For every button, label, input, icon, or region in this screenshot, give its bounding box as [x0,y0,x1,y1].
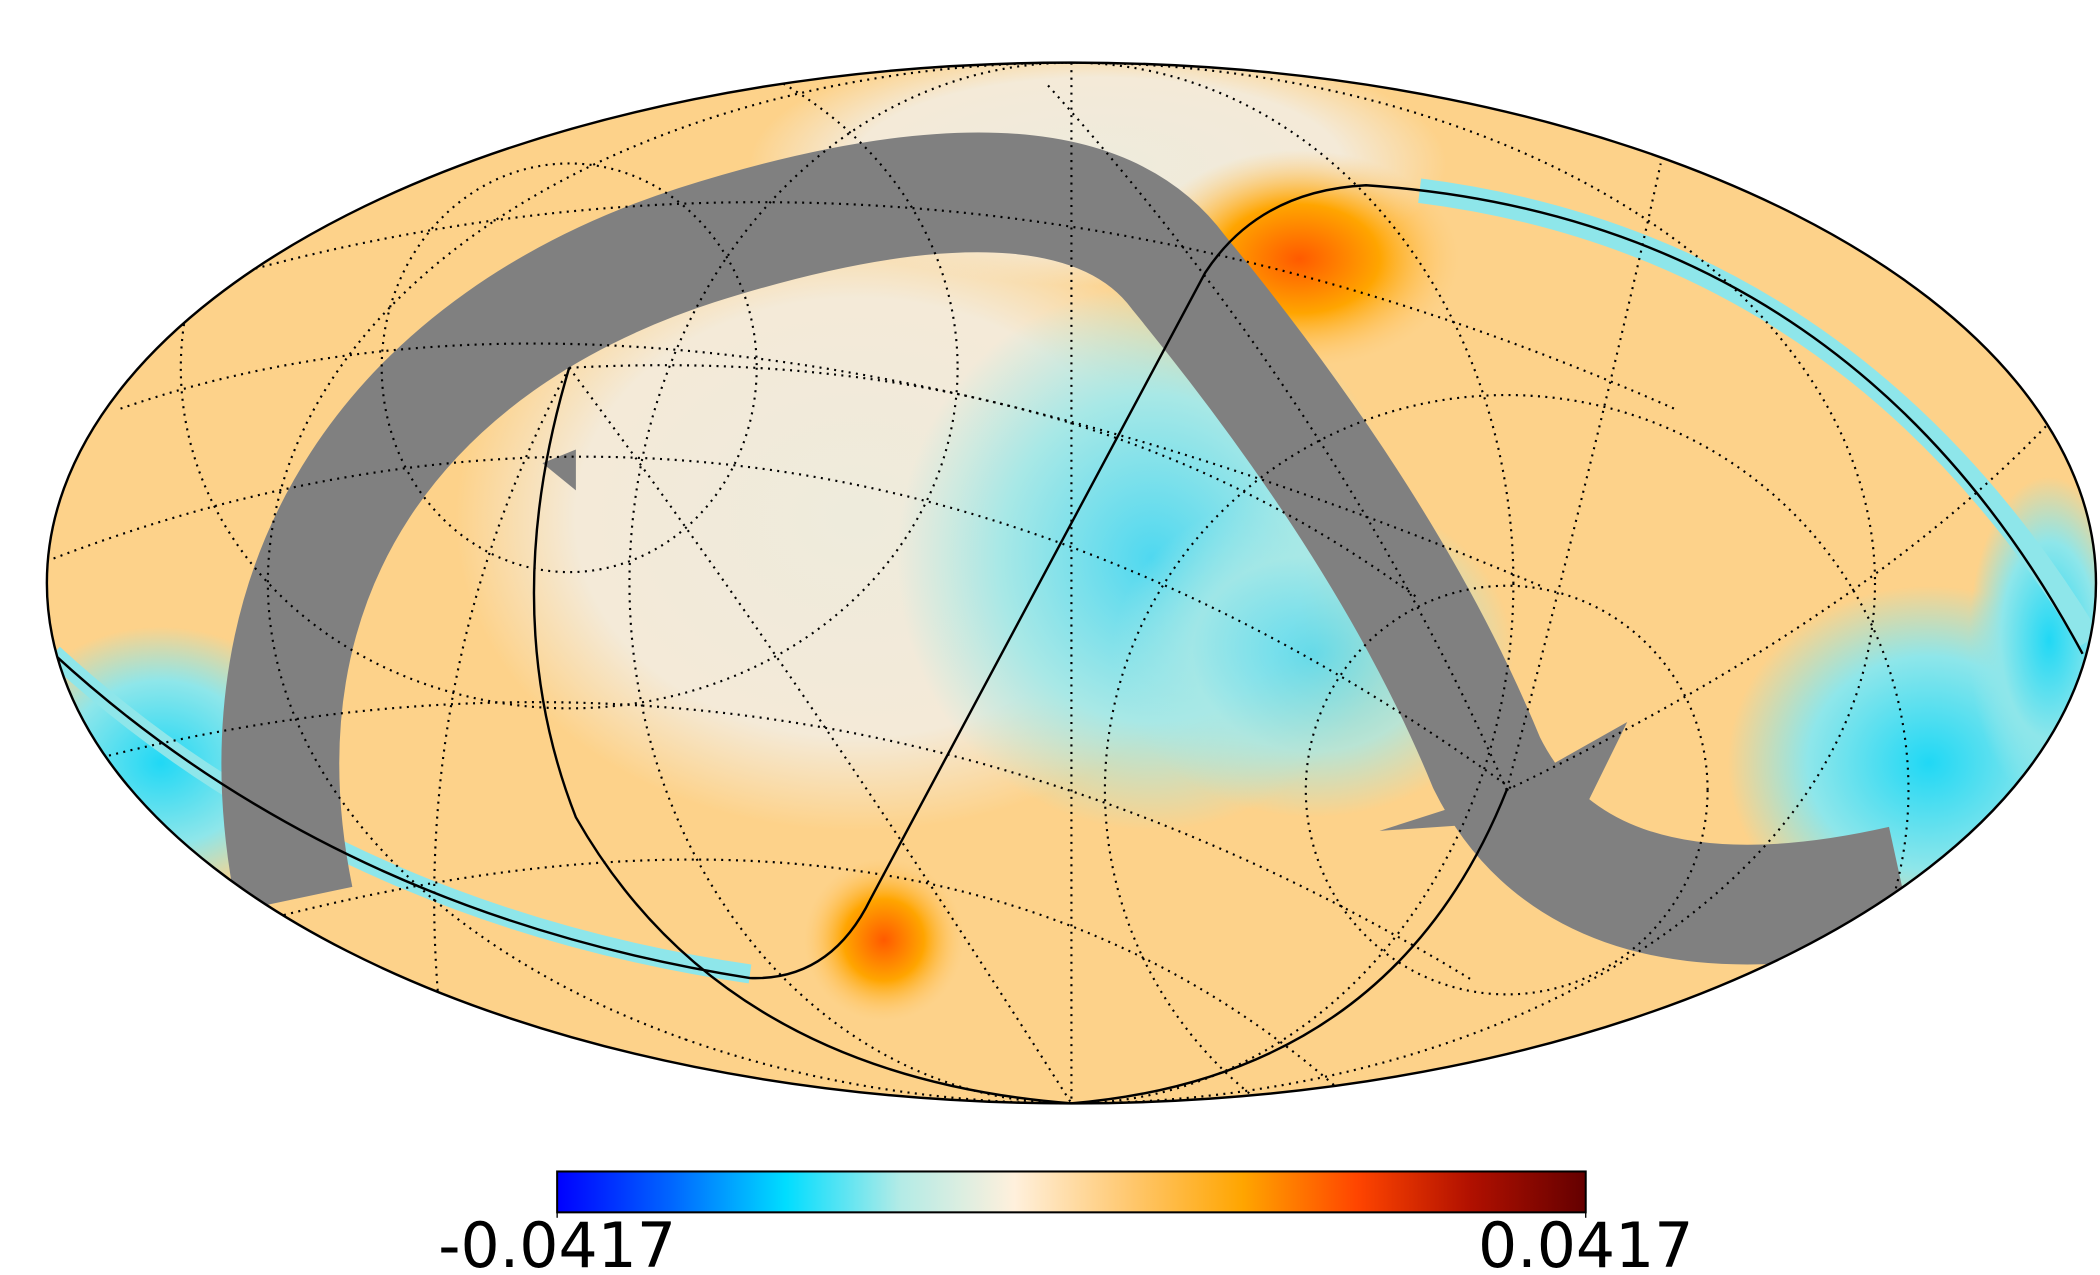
sky-map [46,62,2096,1104]
meridian-line [532,367,1508,1104]
equator-line [52,184,2084,980]
map-border [45,61,2098,1105]
colorbar [556,1170,1587,1214]
colorbar-tick-label: 0.0417 [1478,1208,1694,1275]
colorbar-tick-label: -0.0417 [438,1208,676,1275]
graticule [53,62,2064,1104]
